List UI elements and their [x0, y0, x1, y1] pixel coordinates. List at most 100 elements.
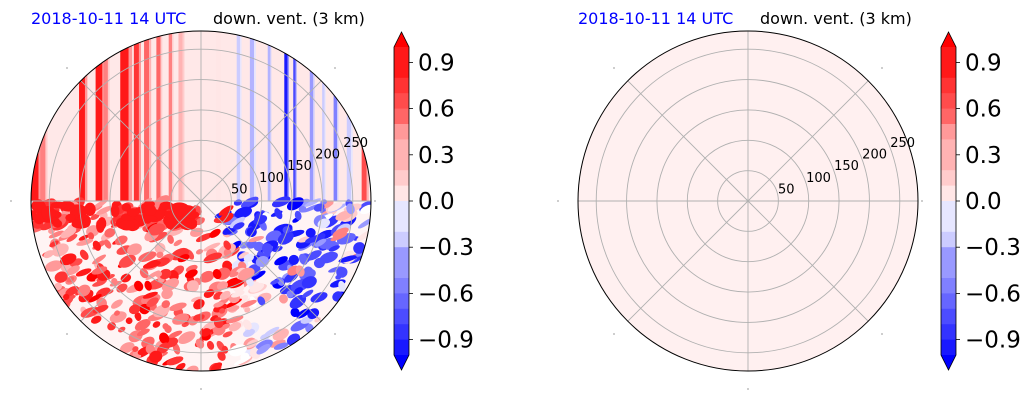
speckle — [248, 235, 264, 243]
speckle — [111, 277, 118, 285]
speckle — [238, 251, 249, 259]
speckle — [328, 245, 340, 252]
colorbar-band-19 — [394, 339, 409, 356]
speckle — [221, 323, 231, 330]
grid-spoke-135 — [80, 80, 202, 202]
speckle — [60, 253, 77, 266]
speckle — [240, 196, 259, 208]
speckle — [226, 315, 244, 324]
colorbar-band-0 — [394, 47, 409, 63]
speckle — [132, 346, 139, 353]
stripe-11 — [216, 31, 220, 201]
left-rtick-150: 150 — [287, 159, 312, 174]
stripe-13 — [249, 31, 255, 201]
colorbar-band-7 — [941, 154, 956, 171]
speckle — [96, 205, 113, 215]
speckle — [327, 201, 343, 212]
left-rtick-200: 200 — [315, 148, 340, 163]
speckle — [149, 350, 163, 363]
speckle — [257, 296, 266, 306]
colorbar-band-18 — [941, 324, 956, 341]
left-title-variable: down. vent. (3 km) — [213, 9, 365, 28]
speckle — [136, 328, 150, 337]
colorbar-band-4 — [394, 108, 409, 125]
speckle — [213, 301, 224, 308]
speckle — [76, 238, 94, 246]
speckle — [118, 326, 126, 333]
speckle-band — [144, 204, 157, 216]
speckle — [243, 253, 254, 262]
speckle — [195, 232, 214, 243]
speckle — [294, 287, 303, 295]
left-cbtick-neg0.9: −0.9 — [418, 328, 474, 354]
speckle — [314, 238, 327, 247]
speckle — [243, 328, 255, 337]
colorbar-band-3 — [941, 93, 956, 110]
speckle — [161, 300, 170, 309]
speckle — [319, 251, 338, 264]
colorbar-band-3 — [394, 93, 409, 110]
speckle — [169, 302, 187, 312]
speckle — [301, 289, 314, 298]
speckle — [152, 321, 161, 328]
speckle — [206, 340, 215, 350]
right-cbtick-0.6: 0.6 — [965, 97, 1002, 123]
speckle — [203, 252, 222, 264]
speckle — [134, 319, 151, 331]
stripe-fringe-9 — [172, 31, 174, 201]
speckle — [114, 310, 120, 316]
speckle — [338, 255, 358, 263]
speckle — [193, 299, 205, 310]
speckle — [246, 277, 254, 287]
colorbar-band-6 — [941, 139, 956, 156]
speckle — [88, 293, 102, 303]
stripe-fringe-11 — [219, 31, 222, 201]
speckle — [146, 297, 159, 308]
speckle — [144, 280, 152, 291]
axis-dot-1 — [334, 67, 336, 69]
speckle — [45, 260, 63, 272]
left-panel: 2018-10-11 14 UTC down. vent. (3 km) 50 … — [10, 9, 474, 390]
speckle-band — [65, 213, 76, 222]
stripe-fringe-17 — [313, 31, 315, 201]
speckle — [310, 292, 328, 303]
speckle — [294, 210, 302, 221]
speckle-band — [172, 206, 189, 217]
grid-spoke-315 — [200, 200, 322, 322]
speckle — [65, 285, 79, 297]
colorbar-band-2 — [941, 77, 956, 94]
stripe-fringe-19 — [337, 31, 339, 201]
left-rtick-100: 100 — [259, 171, 284, 186]
stripe-fringe-20 — [351, 31, 353, 201]
left-colorbar-ticks: 0.9 0.6 0.3 0.0 −0.3 −0.6 −0.9 — [418, 50, 474, 353]
stripe-10 — [178, 31, 183, 201]
stripe-fringe-12 — [240, 31, 242, 201]
left-rtick-250: 250 — [343, 136, 368, 151]
colorbar-band-9 — [941, 185, 956, 202]
stripe-fringe-5 — [128, 31, 133, 201]
left-cbtick-0.0: 0.0 — [418, 189, 455, 215]
stripe-fringe-10 — [182, 31, 185, 201]
speckle — [49, 240, 59, 248]
colorbar-band-5 — [394, 124, 409, 140]
speckle — [234, 206, 252, 219]
speckle — [134, 312, 142, 321]
speckle — [154, 242, 166, 254]
colorbar-band-10 — [941, 201, 956, 217]
colorbar-band-17 — [941, 308, 956, 325]
colorbar-band-11 — [941, 216, 956, 233]
speckle — [229, 271, 239, 278]
colorbar-band-8 — [394, 170, 409, 187]
colorbar-band-8 — [941, 170, 956, 187]
speckle — [289, 294, 307, 309]
stripe-fringe-6 — [138, 31, 141, 201]
speckle — [43, 250, 54, 259]
stripe-fringe-21 — [366, 31, 369, 201]
stripe-6 — [133, 31, 139, 201]
axis-dot-4 — [66, 333, 68, 335]
speckle — [233, 356, 252, 366]
speckle — [195, 217, 205, 226]
grid-spoke-225 — [80, 200, 202, 322]
speckle — [175, 362, 186, 371]
speckle — [242, 319, 252, 330]
